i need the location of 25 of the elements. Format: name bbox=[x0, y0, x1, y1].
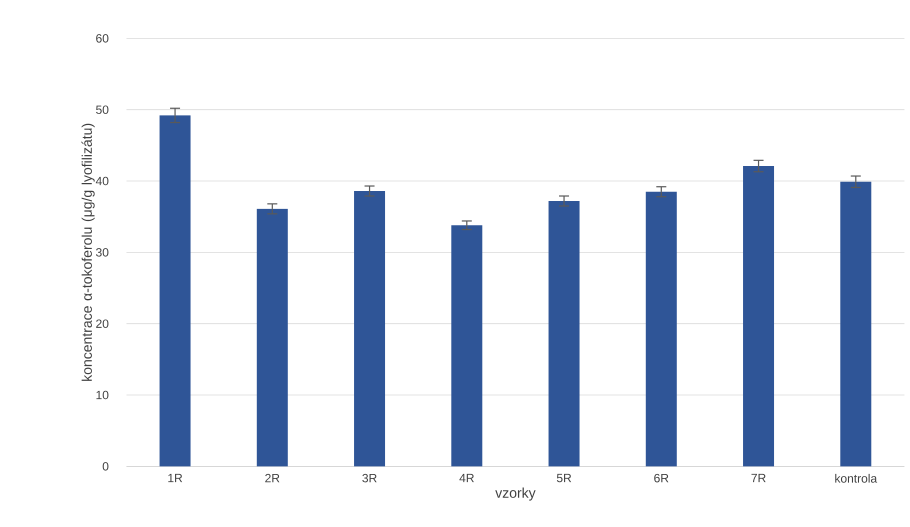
y-tick-label: 20 bbox=[96, 319, 108, 328]
y-tick-label: 50 bbox=[96, 105, 108, 114]
bar bbox=[354, 191, 386, 466]
x-axis-title: vzorky bbox=[495, 488, 536, 501]
bar bbox=[840, 182, 872, 466]
bar bbox=[160, 115, 191, 466]
x-tick-label: 5R bbox=[556, 474, 572, 482]
bar bbox=[548, 200, 580, 466]
y-tick-label: 30 bbox=[96, 248, 108, 257]
y-tick-label: 60 bbox=[96, 34, 108, 43]
y-tick-label: 10 bbox=[96, 390, 108, 400]
x-tick-label: 1R bbox=[168, 474, 182, 482]
bar bbox=[451, 225, 482, 466]
x-tick-label: 2R bbox=[265, 474, 280, 482]
x-tick-label: 7R bbox=[751, 474, 766, 482]
y-axis-title: koncentrace α-tokoferolu (μg/g lyofilizátu) bbox=[81, 124, 95, 381]
bar bbox=[256, 208, 288, 466]
x-tick-label: 4R bbox=[459, 474, 474, 482]
bar bbox=[743, 166, 774, 466]
bar bbox=[646, 192, 677, 466]
x-tick-label: 3R bbox=[362, 474, 377, 482]
x-tick-label: 6R bbox=[654, 474, 668, 482]
y-tick-label: 40 bbox=[96, 176, 108, 186]
x-tick-label: kontrola bbox=[835, 474, 878, 483]
y-tick-label: 0 bbox=[102, 462, 108, 471]
